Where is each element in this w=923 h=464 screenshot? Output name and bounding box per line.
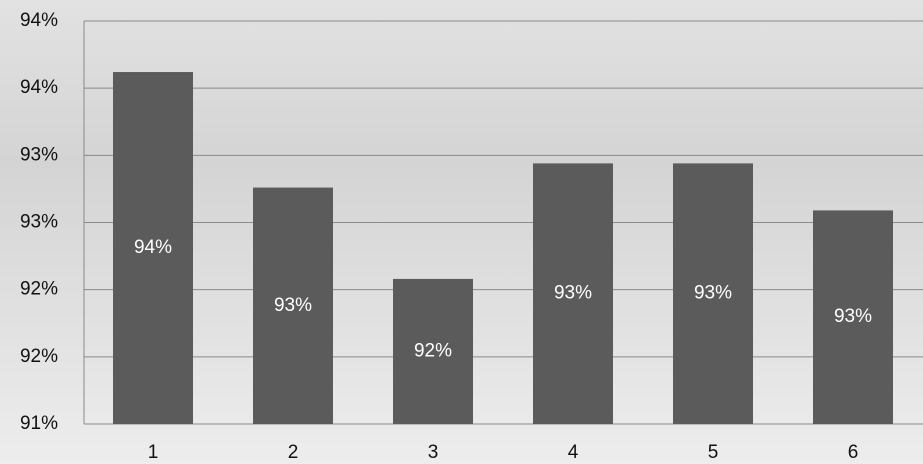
bar <box>813 210 893 424</box>
y-tick-label: 93% <box>20 144 58 165</box>
bar <box>253 187 333 424</box>
value-label: 93% <box>554 283 592 304</box>
value-label: 93% <box>274 295 312 316</box>
x-tick-label: 3 <box>428 442 439 463</box>
value-label: 94% <box>134 237 172 258</box>
x-tick-label: 4 <box>568 442 579 463</box>
y-tick-label: 94% <box>20 77 58 98</box>
y-tick-label: 92% <box>20 279 58 300</box>
bar <box>673 163 753 425</box>
bar <box>533 163 613 425</box>
y-tick-label: 93% <box>20 212 58 233</box>
x-tick-label: 6 <box>848 442 859 463</box>
x-tick-label: 1 <box>148 442 159 463</box>
bar <box>113 72 193 425</box>
y-tick-label: 94% <box>20 10 58 31</box>
y-tick-label: 91% <box>20 413 58 434</box>
y-tick-label: 92% <box>20 346 58 367</box>
value-label: 93% <box>834 306 872 327</box>
x-tick-label: 5 <box>708 442 719 463</box>
value-label: 93% <box>694 283 732 304</box>
bar <box>393 278 473 424</box>
x-tick-label: 2 <box>288 442 299 463</box>
value-label: 92% <box>414 340 452 361</box>
